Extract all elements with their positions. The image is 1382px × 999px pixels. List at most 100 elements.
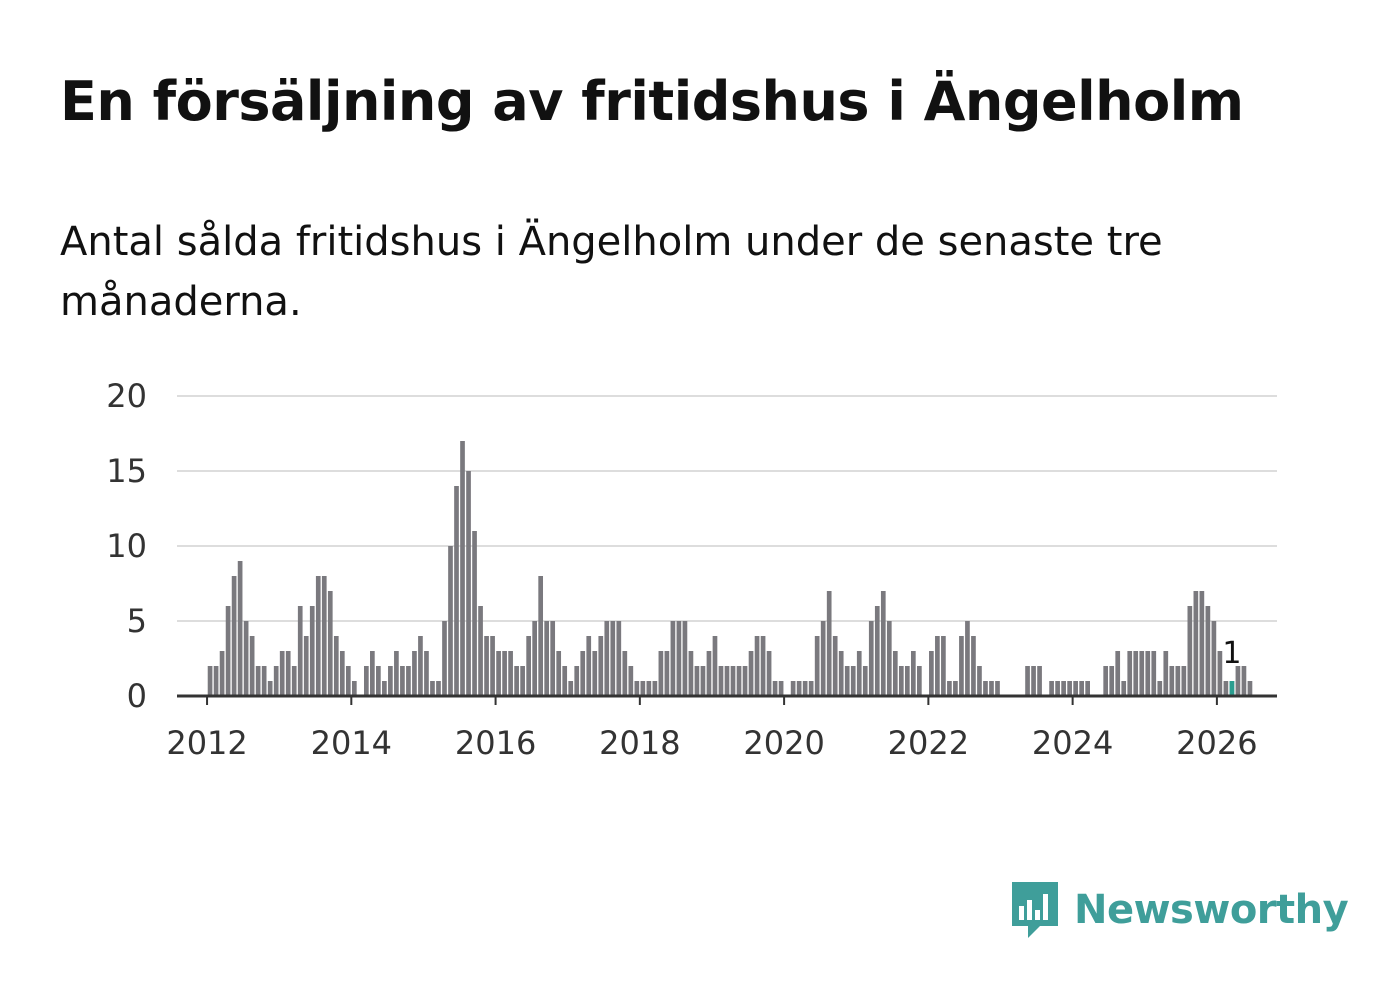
bar [868,621,874,696]
bar [766,651,772,696]
bar [303,636,309,696]
bar [1085,681,1090,696]
x-tick-label: 2024 [1032,724,1113,762]
bar [1127,651,1133,696]
bar [694,666,700,696]
bar [376,666,381,696]
bar [652,681,658,696]
x-tick-label: 2022 [888,724,969,762]
bar [454,486,459,696]
bar [370,651,375,696]
bar [1139,651,1145,696]
bar [736,666,742,696]
bar [790,681,796,696]
bar [658,651,664,696]
bar [1175,666,1181,696]
bar [394,651,399,696]
bar [826,591,832,696]
bar [947,681,952,696]
bar [315,576,321,696]
bar [490,636,495,696]
bar [995,681,1000,696]
gridlines [177,395,1277,622]
bar [772,681,778,696]
highlight-value-label: 1 [1222,636,1241,671]
x-tick-label: 2020 [743,724,824,762]
bar [802,681,808,696]
bar [418,636,423,696]
bar [508,651,513,696]
highlight-bar [1229,681,1235,696]
bar [604,621,610,696]
bar [297,606,303,696]
bar [1181,666,1187,696]
bar [448,546,453,696]
bar [484,636,489,696]
bar-chart: 0 5 10 15 20 2012 2014 2016 2018 2020 2022 2024 202… [106,377,1277,762]
y-tick-label: 20 [106,377,147,415]
bar [1211,621,1217,696]
bar [1067,681,1072,696]
bar [261,666,267,696]
bar [388,666,393,696]
bar [237,561,243,696]
bar [550,621,556,696]
bar [574,666,580,696]
bar [1049,681,1054,696]
bar [844,666,850,696]
bar [1115,651,1121,696]
bar [1247,681,1253,696]
x-tick-label: 2018 [599,724,680,762]
bar [532,621,537,696]
bar [249,636,255,696]
bar [267,681,273,696]
y-tick-label: 10 [106,527,147,565]
y-axis-ticks: 0 5 10 15 20 [106,377,147,715]
bar [640,681,646,696]
bar [886,621,892,696]
bar [748,651,754,696]
bar [526,636,531,696]
bar [898,666,904,696]
bar [586,636,592,696]
bar [1205,606,1211,696]
bar [1079,681,1084,696]
bar [568,681,574,696]
bar [628,666,634,696]
bar [724,666,730,696]
brand: Newsworthy [1010,878,1349,942]
bar [1187,606,1193,696]
bar [285,651,291,696]
bar [862,666,868,696]
bar [616,621,622,696]
bar [700,666,706,696]
bar [977,666,982,696]
bar [351,681,357,696]
bar [892,651,898,696]
bar [213,666,219,696]
bar [808,681,814,696]
bar [754,636,760,696]
x-tick-label: 2026 [1176,724,1257,762]
y-tick-label: 15 [106,452,147,490]
bar [959,636,964,696]
y-tick-label: 5 [127,602,147,640]
bar [1223,681,1229,696]
bar [364,666,369,696]
bar [838,651,844,696]
bar [345,666,351,696]
bar [544,621,550,696]
x-tick-label: 2016 [455,724,536,762]
bar [424,651,429,696]
bar [291,666,297,696]
bar [243,621,249,696]
bar [309,606,315,696]
bar [874,606,880,696]
bar [255,666,261,696]
brand-name: Newsworthy [1074,887,1349,933]
bar [556,651,562,696]
bar [730,666,736,696]
bar [718,666,724,696]
bar [333,636,339,696]
bar [688,651,694,696]
